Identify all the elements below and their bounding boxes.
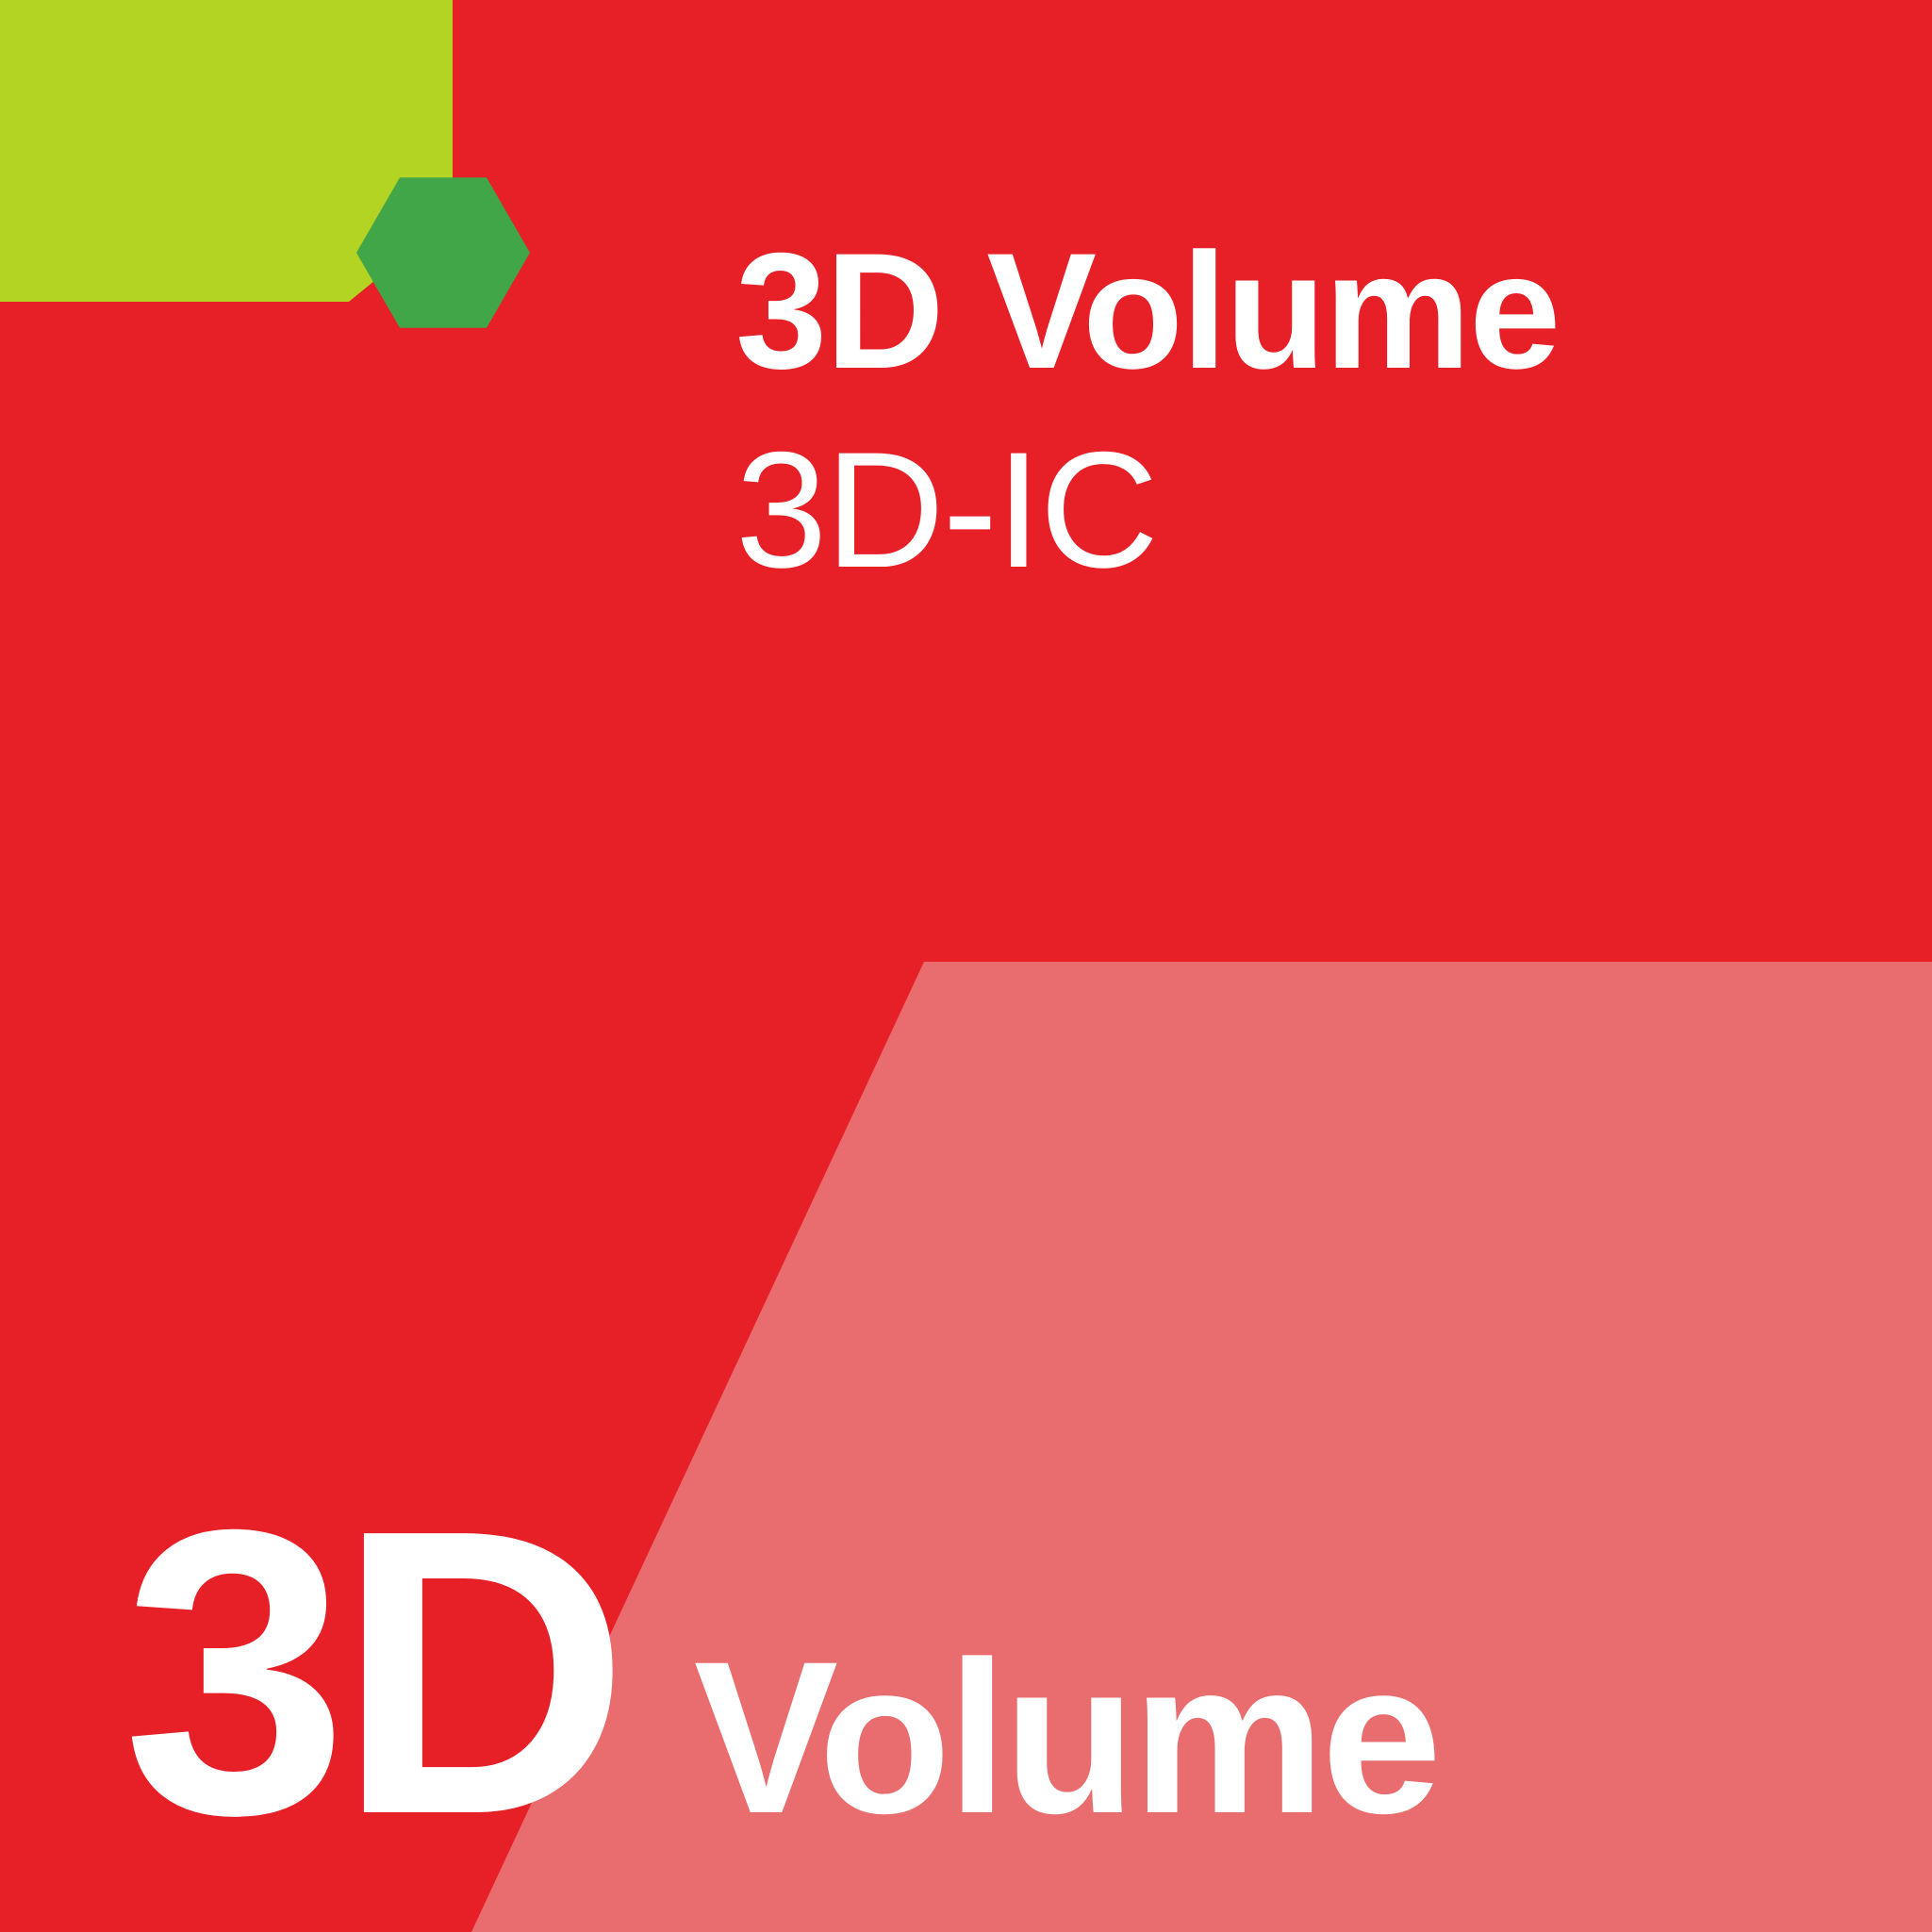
- upper-text-block: 3D Volume 3D-IC: [735, 217, 1559, 606]
- lower-text-block: 3D Volume: [123, 1470, 1438, 1875]
- upper-subtitle: 3D-IC: [735, 416, 1559, 605]
- lower-small-text: Volume: [694, 1629, 1439, 1874]
- cover-tile: 3D Volume 3D-IC 3D Volume: [0, 0, 1932, 1932]
- upper-title: 3D Volume: [735, 217, 1559, 406]
- lower-big-text: 3D: [123, 1470, 619, 1875]
